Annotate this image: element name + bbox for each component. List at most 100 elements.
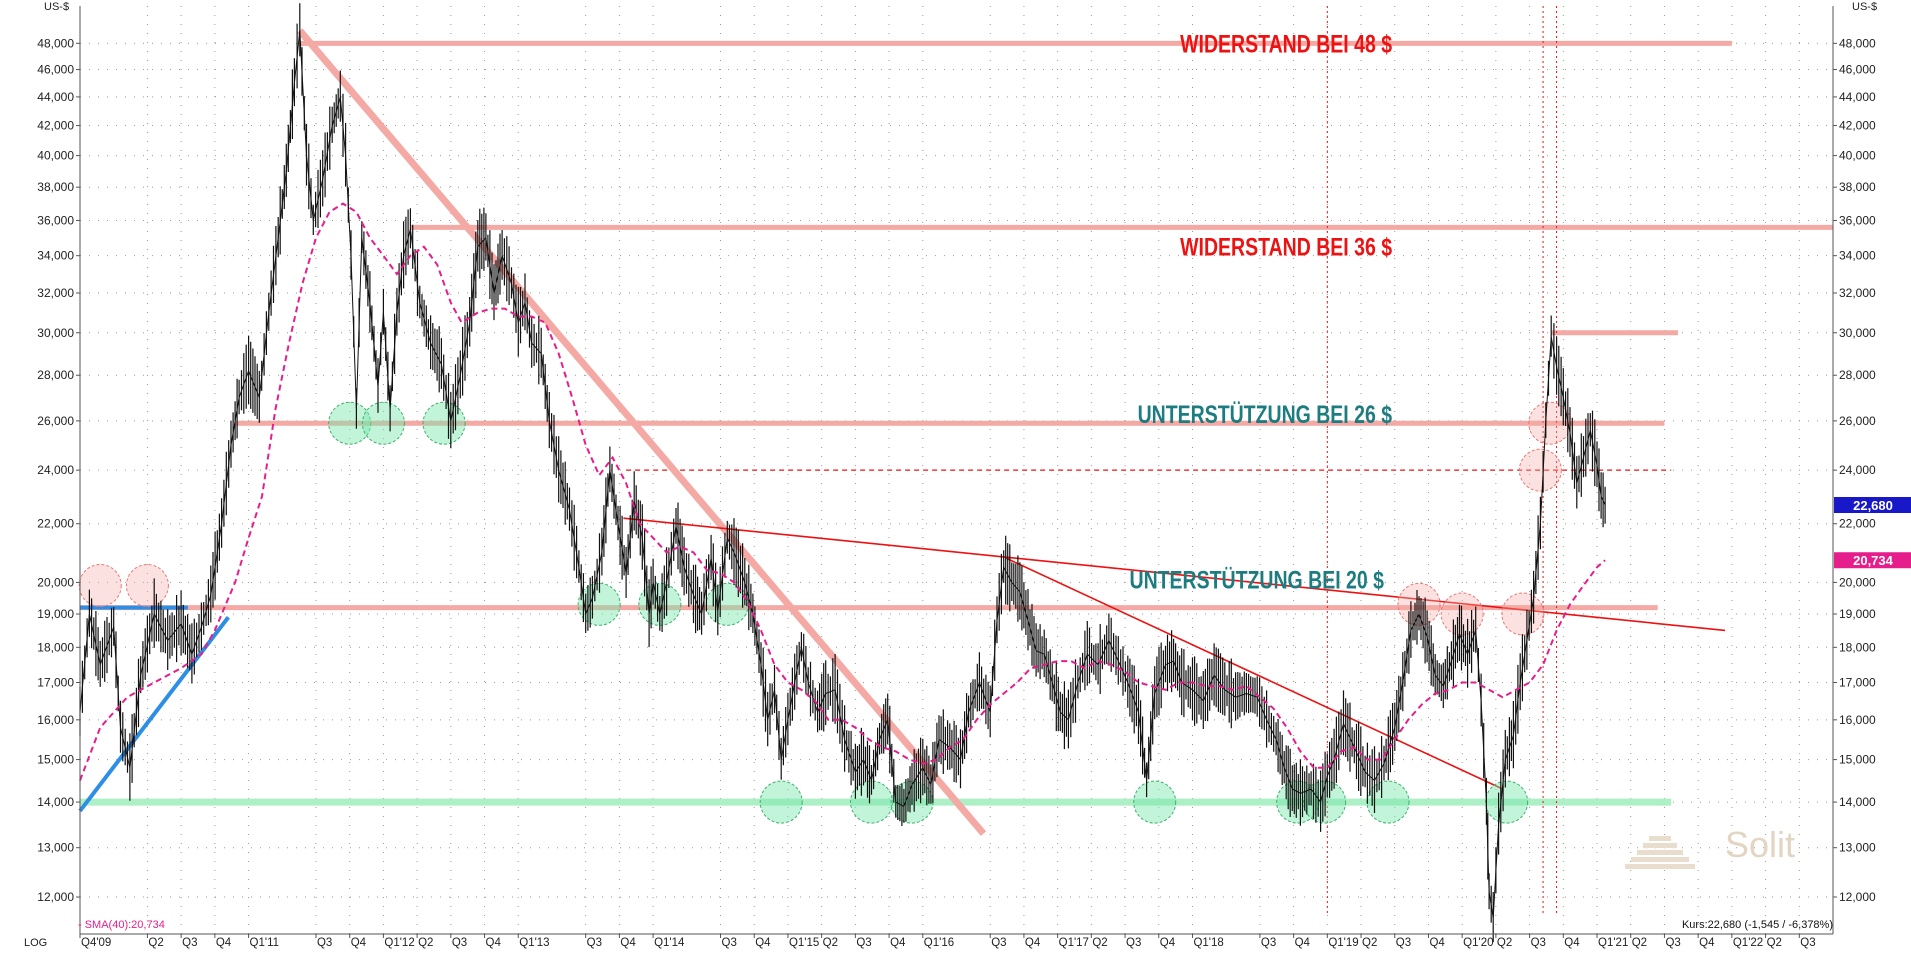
y-tick-label-right: 26,000 (1839, 414, 1876, 428)
y-tick-label-left: 18,000 (37, 640, 74, 654)
y-tick-label-left: 40,000 (37, 149, 74, 163)
sma-series (79, 202, 1606, 781)
x-tick-label: Q1'12 (384, 937, 414, 949)
x-tick-label: Q3 (722, 937, 737, 949)
x-tick-label: Q1'11 (250, 937, 279, 949)
y-tick-label-right: 44,000 (1839, 90, 1876, 104)
y-tick-label-left: 32,000 (37, 286, 74, 300)
y-tick-label-right: 36,000 (1839, 213, 1876, 227)
y-tick-label-right: 18,000 (1839, 640, 1876, 654)
annotation-label: WIDERSTAND BEI 36 $ (1180, 233, 1392, 261)
support-circle (1133, 780, 1177, 824)
x-tick-label: Q2 (1632, 937, 1647, 949)
y-tick-label-right: 22,000 (1839, 517, 1876, 531)
axes: 12,000 12,000 13,000 13,000 14,000 14,000 15,0… (37, 6, 1911, 949)
trendline (297, 28, 987, 836)
annotation-label: WIDERSTAND BEI 48 $ (1180, 30, 1392, 58)
y-tick-label-left: 30,000 (37, 326, 74, 340)
series-layer (79, 3, 1606, 943)
y-tick-label-left: 48,000 (37, 36, 74, 50)
x-tick-label: Q4 (620, 937, 636, 949)
y-tick-label-right: 13,000 (1839, 841, 1876, 855)
x-tick-label: Q3 (1261, 937, 1276, 949)
x-tick-label: Q1'16 (924, 937, 954, 949)
resistance-circle (1501, 592, 1545, 636)
x-tick-label: Q3 (1665, 937, 1680, 949)
x-tick-label: Q2 (1362, 937, 1377, 949)
y-tick-label-left: 46,000 (37, 63, 74, 77)
x-tick-label: Q4 (351, 937, 367, 949)
annotation-label: UNTERSTÜTZUNG BEI 20 $ (1129, 566, 1384, 594)
y-tick-label-right: 17,000 (1839, 676, 1876, 690)
currency-label-left: US-$ (44, 1, 69, 13)
y-tick-label-left: 16,000 (37, 713, 74, 727)
log-scale-label: LOG (24, 937, 47, 949)
y-tick-label-left: 12,000 (37, 890, 74, 904)
x-tick-label: Q1'13 (519, 937, 549, 949)
support-circle (361, 401, 405, 445)
currency-label-right: US-$ (1852, 1, 1877, 13)
y-tick-label-left: 22,000 (37, 517, 74, 531)
support-circle (328, 401, 372, 445)
y-tick-label-right: 12,000 (1839, 890, 1876, 904)
support-circle (422, 401, 466, 445)
y-tick-label-left: 24,000 (37, 463, 74, 477)
trendline (1006, 557, 1503, 790)
y-tick-label-left: 15,000 (37, 753, 74, 767)
x-tick-label: Q1'21 (1598, 937, 1628, 949)
x-tick-label: Q3 (1126, 937, 1141, 949)
watermark-logo-bar (1625, 864, 1695, 869)
y-tick-label-right: 34,000 (1839, 249, 1876, 263)
price-series-line (79, 30, 1606, 918)
support-circle (759, 780, 803, 824)
price-tag-label: 22,680 (1853, 498, 1893, 513)
y-tick-label-right: 32,000 (1839, 286, 1876, 300)
y-tick-label-right: 14,000 (1839, 795, 1876, 809)
price-tag-label: 20,734 (1853, 553, 1894, 568)
y-tick-label-left: 13,000 (37, 841, 74, 855)
x-tick-label: Q1'19 (1328, 937, 1358, 949)
x-tick-label: Q1'14 (654, 937, 685, 949)
sma-legend: - SMA(40):20,734 (78, 919, 165, 931)
annotation-label: UNTERSTÜTZUNG BEI 26 $ (1138, 401, 1393, 429)
y-tick-label-left: 20,000 (37, 575, 74, 589)
y-tick-label-right: 16,000 (1839, 713, 1876, 727)
x-tick-label: Q4 (1160, 937, 1176, 949)
x-tick-label: Q4'09 (81, 937, 111, 949)
watermark: Solit (1625, 824, 1795, 869)
y-tick-label-right: 48,000 (1839, 36, 1876, 50)
x-tick-label: Q4 (1429, 937, 1445, 949)
price-tag (1834, 552, 1911, 569)
trendlines (78, 28, 1726, 836)
x-tick-label: Q4 (1025, 937, 1041, 949)
x-tick-label: Q4 (1564, 937, 1580, 949)
y-tick-label-left: 44,000 (37, 90, 74, 104)
x-tick-label: Q3 (587, 937, 602, 949)
x-tick-label: Q2 (823, 937, 838, 949)
x-tick-label: Q4 (486, 937, 502, 949)
x-tick-label: Q1'20 (1463, 937, 1493, 949)
y-tick-label-right: 42,000 (1839, 119, 1876, 133)
support-circle (705, 582, 749, 626)
y-tick-label-right: 19,000 (1839, 607, 1876, 621)
annotations: WIDERSTAND BEI 48 $ WIDERSTAND BEI 36 $ UN… (1129, 30, 1392, 594)
watermark-text: Solit (1725, 824, 1795, 865)
levels (80, 6, 1833, 913)
resistance-circle (1518, 448, 1562, 492)
resistance-circle (1440, 592, 1484, 636)
circles (78, 401, 1572, 824)
x-tick-label: Q2 (148, 937, 163, 949)
y-tick-label-left: 28,000 (37, 368, 74, 382)
y-tick-label-right: 38,000 (1839, 180, 1876, 194)
y-tick-label-right: 28,000 (1839, 368, 1876, 382)
trendline (78, 616, 230, 813)
price-tag (1834, 496, 1911, 513)
watermark-logo-bar (1631, 857, 1689, 862)
y-tick-label-left: 42,000 (37, 119, 74, 133)
support-circle (1485, 780, 1529, 824)
x-tick-label: Q3 (1531, 937, 1546, 949)
support-circle (577, 582, 621, 626)
support-circle (1366, 780, 1410, 824)
x-tick-label: Q4 (1295, 937, 1311, 949)
